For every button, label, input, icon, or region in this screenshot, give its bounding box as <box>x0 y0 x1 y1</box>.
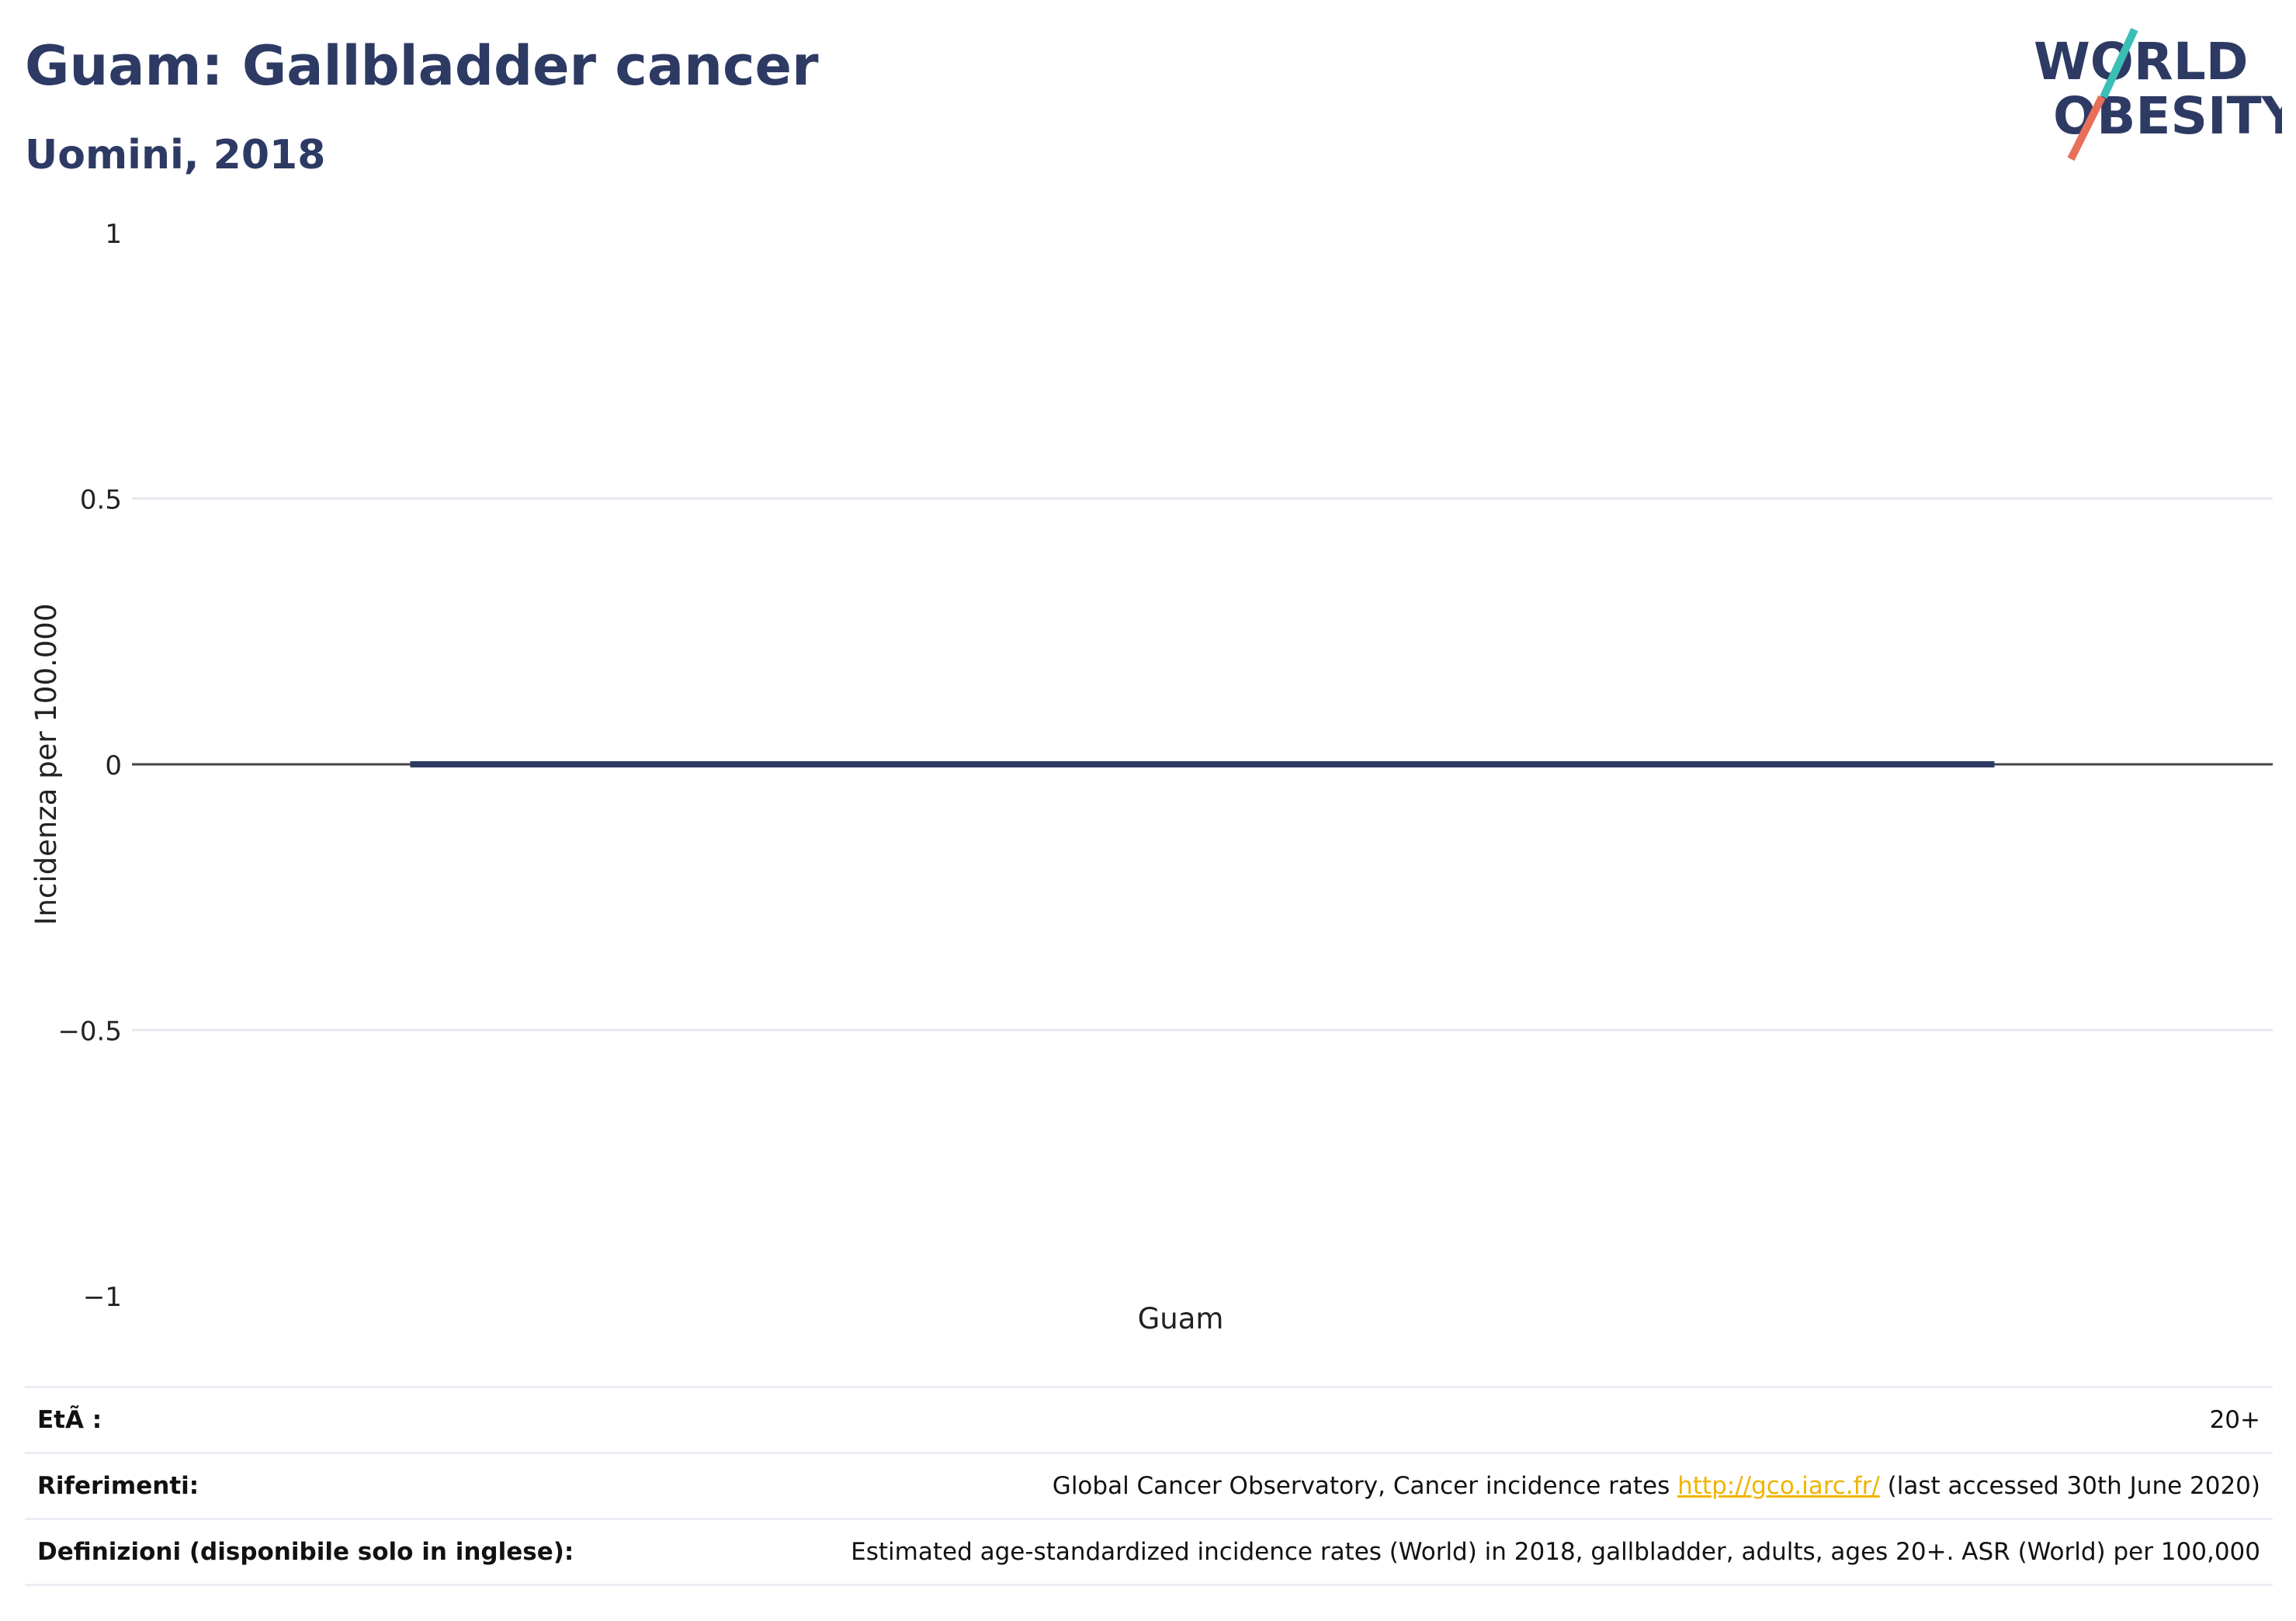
y-tick-label: −1 <box>83 1282 122 1313</box>
references-link[interactable]: http://gco.iarc.fr/ <box>1677 1472 1880 1500</box>
y-tick-label: −0.5 <box>57 1017 122 1048</box>
metadata-table: EtÃ : 20+ Riferimenti: Global Cancer Obs… <box>25 1386 2273 1586</box>
x-tick-labels: Guam <box>1138 1302 1224 1335</box>
meta-row-definitions: Definizioni (disponibile solo in inglese… <box>25 1518 2273 1586</box>
logo-word-world: WORLD <box>2034 32 2249 92</box>
y-tick-label: 0.5 <box>80 485 122 516</box>
chart-subtitle: Uomini, 2018 <box>25 132 326 178</box>
bar-chart: 1 0.5 0 −0.5 −1 Guam Incidenza per 100.000 <box>29 219 2273 1335</box>
references-text-after: (last accessed 30th June 2020) <box>1879 1472 2260 1500</box>
age-label: EtÃ : <box>37 1406 102 1434</box>
references-text-before: Global Cancer Observatory, Cancer incide… <box>1052 1472 1678 1500</box>
age-value: 20+ <box>2209 1406 2260 1434</box>
y-tick-label: 1 <box>105 219 122 250</box>
bars <box>410 761 1995 767</box>
meta-row-references: Riferimenti: Global Cancer Observatory, … <box>25 1452 2273 1518</box>
logo-slash-teal <box>2100 27 2138 99</box>
chart-title: Guam: Gallbladder cancer <box>25 34 819 98</box>
bar-guam[interactable] <box>410 761 1995 767</box>
meta-row-age: EtÃ : 20+ <box>25 1386 2273 1452</box>
definitions-label: Definizioni (disponibile solo in inglese… <box>37 1538 574 1566</box>
logo-slash-coral <box>2067 95 2106 161</box>
y-tick-labels: 1 0.5 0 −0.5 −1 <box>57 219 122 1313</box>
definitions-value: Estimated age-standardized incidence rat… <box>851 1538 2260 1566</box>
y-tick-label: 0 <box>105 750 122 781</box>
world-obesity-logo: WORLD OBESITY <box>2034 27 2282 161</box>
references-value: Global Cancer Observatory, Cancer incide… <box>1053 1472 2260 1500</box>
y-axis-label: Incidenza per 100.000 <box>29 604 63 926</box>
x-tick-label: Guam <box>1138 1302 1224 1335</box>
references-label: Riferimenti: <box>37 1472 199 1500</box>
